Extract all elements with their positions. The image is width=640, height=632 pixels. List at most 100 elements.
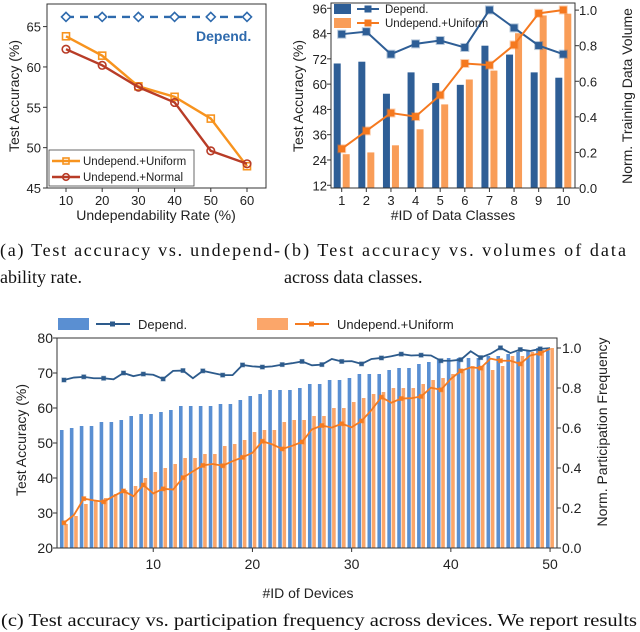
bar — [416, 129, 424, 188]
y-tick-label: 96 — [313, 1, 327, 16]
bar — [278, 390, 282, 548]
x-tick-label: 40 — [167, 193, 181, 208]
legend-box — [48, 149, 195, 187]
bar — [332, 408, 336, 548]
data-point — [558, 49, 568, 59]
data-point — [386, 49, 396, 59]
bar — [342, 154, 350, 188]
data-point — [60, 11, 72, 23]
bar — [361, 398, 366, 548]
bar — [555, 77, 563, 188]
chart-a-ylabel: Test Accuracy (%) — [6, 40, 22, 152]
legend-marker — [364, 5, 372, 13]
data-point — [460, 42, 470, 52]
x-tick-label: 5 — [437, 193, 444, 208]
y2-tick-label: 0.8 — [562, 380, 582, 396]
bar — [282, 422, 287, 548]
data-point — [97, 51, 107, 60]
y2-tick-label: 1.0 — [579, 3, 597, 18]
bar — [427, 362, 431, 548]
data-point — [534, 8, 544, 18]
bar — [129, 416, 133, 548]
y-tick-label: 45 — [27, 181, 41, 196]
bar — [79, 426, 84, 548]
bar — [451, 374, 455, 548]
data-point — [259, 364, 265, 370]
y2-tick-label: 0.6 — [562, 420, 582, 436]
data-point — [61, 44, 71, 54]
data-point — [458, 357, 464, 363]
legend-marker — [110, 321, 115, 327]
x-tick-label: 2 — [363, 193, 370, 208]
data-point — [438, 387, 444, 393]
data-point — [517, 361, 523, 367]
chart-b-y2label: Norm. Training Data Volume — [619, 8, 635, 184]
bar — [530, 72, 538, 188]
chart-a-depend-label: Depend. — [196, 28, 251, 44]
bar — [69, 428, 74, 548]
data-point — [497, 358, 503, 364]
data-point — [81, 374, 87, 380]
data-point — [220, 463, 226, 469]
bar — [371, 394, 376, 548]
bar — [407, 368, 411, 548]
y-tick-label: 36 — [313, 128, 327, 143]
bar — [64, 524, 68, 548]
data-point — [337, 144, 347, 154]
bar — [59, 430, 64, 548]
x-tick-label: 20 — [245, 556, 261, 572]
y-tick-label: 55 — [27, 100, 41, 115]
bar — [272, 430, 277, 548]
data-point — [61, 377, 67, 383]
x-tick-label: 40 — [443, 556, 459, 572]
legend-bar-swatch — [257, 318, 288, 330]
data-point — [361, 126, 371, 136]
data-point — [259, 438, 265, 444]
data-point — [537, 346, 543, 352]
bar — [312, 416, 316, 548]
x-tick-label: 30 — [344, 556, 360, 572]
bar — [466, 358, 471, 548]
caption-b-line2: across data classes. — [284, 267, 422, 287]
caption-c-line1: (c) Test accuracy vs. participation freq… — [1, 610, 637, 631]
bar — [516, 352, 520, 548]
chart-c: 20 30 40 50 60 70 80 0.0 0.2 0.4 0.6 0.8 1.0 10 20 30 40… — [37, 317, 581, 572]
x-tick-label: 6 — [461, 193, 468, 208]
y-tick-label: 20 — [37, 540, 53, 556]
data-point — [96, 11, 108, 23]
y-tick-label: 12 — [313, 178, 327, 193]
bar — [486, 356, 491, 548]
chart-a: 45 50 55 60 65 10 20 30 40 50 60 Undepend.+Uniform U… — [27, 3, 267, 208]
bar — [123, 490, 128, 548]
legend-bar-swatch — [334, 18, 351, 28]
data-point — [180, 368, 186, 374]
x-tick-label: 50 — [204, 193, 218, 208]
bar — [153, 472, 158, 548]
data-point — [206, 114, 216, 123]
bar — [441, 378, 445, 548]
bar — [470, 366, 475, 548]
y-tick-label: 70 — [37, 365, 53, 381]
bar — [74, 516, 78, 548]
bar — [99, 422, 104, 548]
data-point — [205, 11, 217, 23]
legend-label: Depend. — [138, 317, 187, 332]
bar — [238, 400, 243, 548]
chart-c-xlabel: #ID of Devices — [262, 585, 353, 601]
legend-label: Undepend.+Uniform — [337, 317, 454, 332]
y-tick-label: 72 — [313, 52, 327, 67]
bar — [539, 15, 547, 189]
y2-tick-label: 0.8 — [579, 39, 597, 54]
data-point — [101, 375, 107, 381]
data-point — [418, 393, 424, 399]
y-tick-label: 84 — [313, 27, 327, 42]
data-point — [220, 372, 226, 378]
x-tick-label: 60 — [240, 193, 254, 208]
bar — [358, 61, 366, 189]
bar — [302, 420, 306, 548]
data-point — [484, 5, 494, 15]
data-point — [435, 90, 445, 100]
y-tick-label: 60 — [37, 400, 53, 416]
data-point — [240, 454, 246, 460]
bar — [103, 498, 108, 548]
